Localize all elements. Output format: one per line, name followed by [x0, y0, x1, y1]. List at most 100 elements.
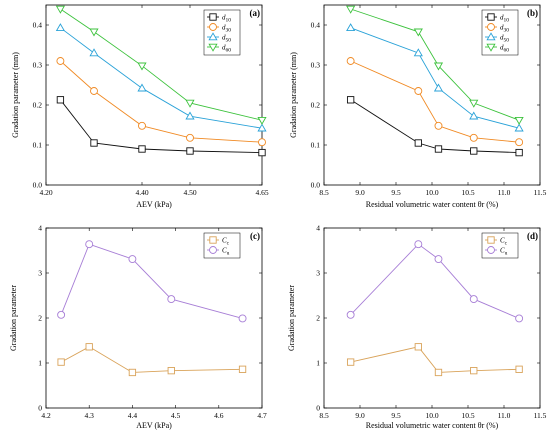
chart-panel-d: 0 1 2 3 4 8.5 9.0 9.5 10.0 10.5 11.0 11.5 Gradation …: [287, 224, 547, 430]
data-point-d10: [90, 139, 98, 147]
data-point-Cu: [85, 240, 94, 249]
x-tick-label: 9.0: [355, 188, 365, 197]
y-tick-label: 0: [316, 404, 320, 413]
data-point-Cu: [238, 314, 247, 323]
series-line-d30: [350, 60, 520, 143]
y-tick-label: 0.1: [33, 141, 43, 150]
legend-entry-d10: d10: [500, 13, 509, 23]
legend-marker: [208, 32, 218, 41]
data-point-d10: [258, 148, 266, 157]
data-point-Cu: [167, 295, 176, 304]
x-axis-title: Residual volumetric water content θr (%): [366, 200, 499, 209]
data-point-d10: [56, 96, 65, 104]
legend-marker: [487, 23, 495, 31]
x-tick-label: 11.0: [498, 411, 511, 420]
legend-marker: [209, 13, 217, 21]
data-point-d60: [137, 62, 147, 71]
y-axis-title: Gradation parameter: [287, 285, 296, 351]
x-tick-label: 8.5: [319, 411, 329, 420]
y-tick-label: 0.3: [33, 61, 43, 70]
x-tick-label: 9.0: [355, 411, 365, 420]
data-point-d60: [469, 99, 479, 108]
data-point-d30: [346, 57, 355, 65]
data-point-Cc: [346, 358, 355, 366]
series-line-d30: [60, 60, 263, 143]
data-point-d50: [469, 111, 479, 120]
y-tick-label: 0.3: [311, 61, 321, 70]
legend-entry-d10: d10: [222, 13, 231, 23]
legend-marker: [487, 246, 495, 254]
series-line-Cc: [60, 346, 243, 373]
data-point-Cc: [434, 368, 443, 377]
data-point-d50: [257, 123, 267, 132]
x-tick-label: 10.0: [425, 188, 438, 197]
chart-panel-c: 0 1 2 3 4 4.2 4.3 4.4 4.5 4.6 4.7 Gradation paramet…: [9, 224, 267, 430]
y-tick-label: 0.2: [33, 101, 43, 110]
legend-entry-d50: d50: [222, 33, 231, 43]
legend-entry-Cc: Cc: [222, 236, 230, 246]
data-point-d60: [257, 116, 267, 125]
plot-frame: [45, 4, 263, 186]
y-tick-label: 0.4: [33, 21, 43, 30]
panel-label: (b): [527, 8, 538, 18]
data-point-Cu: [414, 240, 423, 249]
x-axis-title: AEV (kPa): [136, 200, 172, 209]
x-tick-label: 8.5: [319, 188, 329, 197]
x-axis-title: Residual volumetric water content θr (%): [366, 421, 499, 430]
legend-entry-d30: d30: [500, 23, 509, 33]
x-tick-label: 4.7: [257, 411, 267, 420]
x-tick-label: 11.5: [534, 188, 547, 197]
data-point-d30: [515, 138, 524, 147]
x-tick-label: 9.5: [391, 411, 401, 420]
x-tick-label: 4.40: [135, 188, 148, 197]
data-point-d10: [434, 145, 443, 153]
y-tick-label: 2: [38, 314, 42, 323]
y-tick-label: 3: [316, 269, 320, 278]
x-axis-title: AEV (kPa): [136, 421, 172, 430]
data-point-Cc: [57, 358, 65, 366]
data-point-Cu: [346, 310, 355, 319]
y-tick-label: 0.0: [311, 181, 321, 190]
y-axis-title: Gradation parameter (mm): [11, 52, 20, 138]
data-point-d10: [138, 145, 146, 153]
data-point-d50: [346, 23, 356, 32]
x-tick-label: 10.5: [461, 411, 474, 420]
y-tick-label: 2: [316, 314, 320, 323]
data-point-d10: [186, 147, 194, 155]
data-point-d60: [346, 5, 356, 14]
chart-panel-a: 0.0 0.1 0.2 0.3 0.4 4.20 4.40 4.50 4.65 Gradation…: [11, 4, 269, 209]
data-point-d30: [258, 138, 266, 147]
data-point-d10: [346, 96, 355, 104]
x-tick-label: 4.2: [41, 411, 51, 420]
legend-marker: [209, 246, 217, 254]
legend-marker: [209, 23, 217, 31]
legend-entry-d30: d30: [222, 23, 231, 33]
legend-marker: [486, 32, 496, 41]
legend-marker: [487, 13, 495, 21]
x-tick-label: 9.5: [391, 188, 401, 197]
data-point-d60: [433, 62, 444, 71]
data-point-d10: [515, 148, 523, 157]
legend-entry-Cc: Cc: [500, 236, 508, 246]
data-point-d10: [470, 147, 478, 155]
y-tick-label: 0.0: [33, 181, 43, 190]
data-point-d50: [433, 83, 444, 92]
y-tick-label: 0.4: [311, 21, 321, 30]
y-tick-label: 0.2: [311, 101, 321, 110]
panel-label: (d): [527, 231, 538, 241]
legend-marker: [487, 236, 495, 244]
data-point-d30: [90, 87, 98, 95]
data-point-d60: [89, 28, 99, 37]
data-point-Cu: [57, 310, 66, 319]
data-point-d30: [414, 87, 423, 95]
data-point-d30: [434, 121, 443, 130]
data-point-Cu: [469, 295, 478, 304]
data-point-Cc: [167, 367, 175, 375]
legend-entry-Cu: Cu: [222, 246, 230, 256]
data-point-d50: [89, 48, 99, 57]
data-point-d60: [185, 99, 195, 108]
y-tick-label: 0: [38, 404, 42, 413]
